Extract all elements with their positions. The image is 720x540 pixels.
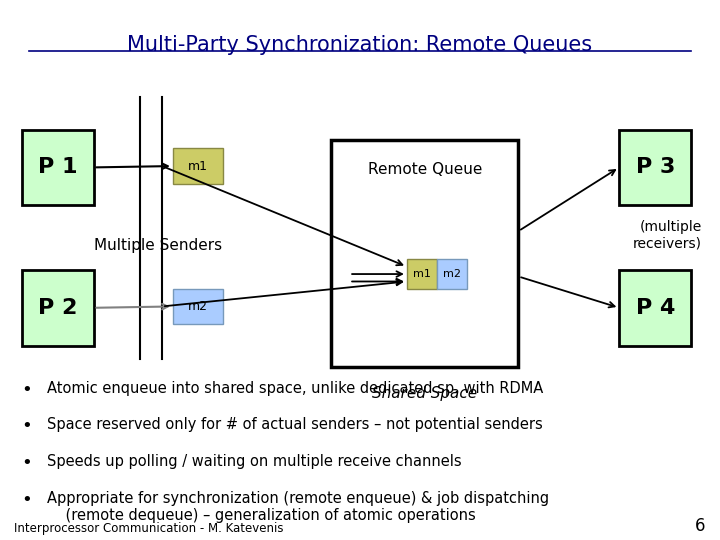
Text: m2: m2 [444, 269, 462, 279]
FancyBboxPatch shape [619, 130, 691, 205]
Text: Remote Queue: Remote Queue [368, 162, 482, 177]
FancyBboxPatch shape [173, 289, 223, 324]
Text: •: • [22, 491, 32, 509]
Text: P 1: P 1 [38, 157, 77, 178]
Text: m2: m2 [188, 300, 208, 313]
Text: Shared Space: Shared Space [372, 386, 477, 401]
FancyBboxPatch shape [331, 140, 518, 367]
FancyBboxPatch shape [22, 130, 94, 205]
FancyBboxPatch shape [437, 259, 467, 289]
Text: Space reserved only for # of actual senders – not potential senders: Space reserved only for # of actual send… [47, 417, 543, 433]
FancyBboxPatch shape [619, 270, 691, 346]
Text: Appropriate for synchronization (remote enqueue) & job dispatching
    (remote d: Appropriate for synchronization (remote … [47, 491, 549, 523]
Text: P 2: P 2 [38, 298, 77, 318]
Text: Interprocessor Communication - M. Katevenis: Interprocessor Communication - M. Kateve… [14, 522, 284, 535]
FancyBboxPatch shape [173, 148, 223, 184]
Text: P 3: P 3 [636, 157, 675, 178]
Text: •: • [22, 454, 32, 472]
Text: (multiple
receivers): (multiple receivers) [633, 220, 702, 250]
Text: •: • [22, 417, 32, 435]
Text: Multi-Party Synchronization: Remote Queues: Multi-Party Synchronization: Remote Queu… [127, 35, 593, 55]
Text: Speeds up polling / waiting on multiple receive channels: Speeds up polling / waiting on multiple … [47, 454, 462, 469]
Text: •: • [22, 381, 32, 399]
Text: m1: m1 [413, 269, 431, 279]
Text: m1: m1 [188, 159, 208, 173]
Text: 6: 6 [695, 517, 706, 535]
Text: Multiple Senders: Multiple Senders [94, 238, 222, 253]
FancyBboxPatch shape [407, 259, 437, 289]
Text: Atomic enqueue into shared space, unlike dedicated sp. with RDMA: Atomic enqueue into shared space, unlike… [47, 381, 543, 396]
FancyBboxPatch shape [22, 270, 94, 346]
Text: P 4: P 4 [636, 298, 675, 318]
